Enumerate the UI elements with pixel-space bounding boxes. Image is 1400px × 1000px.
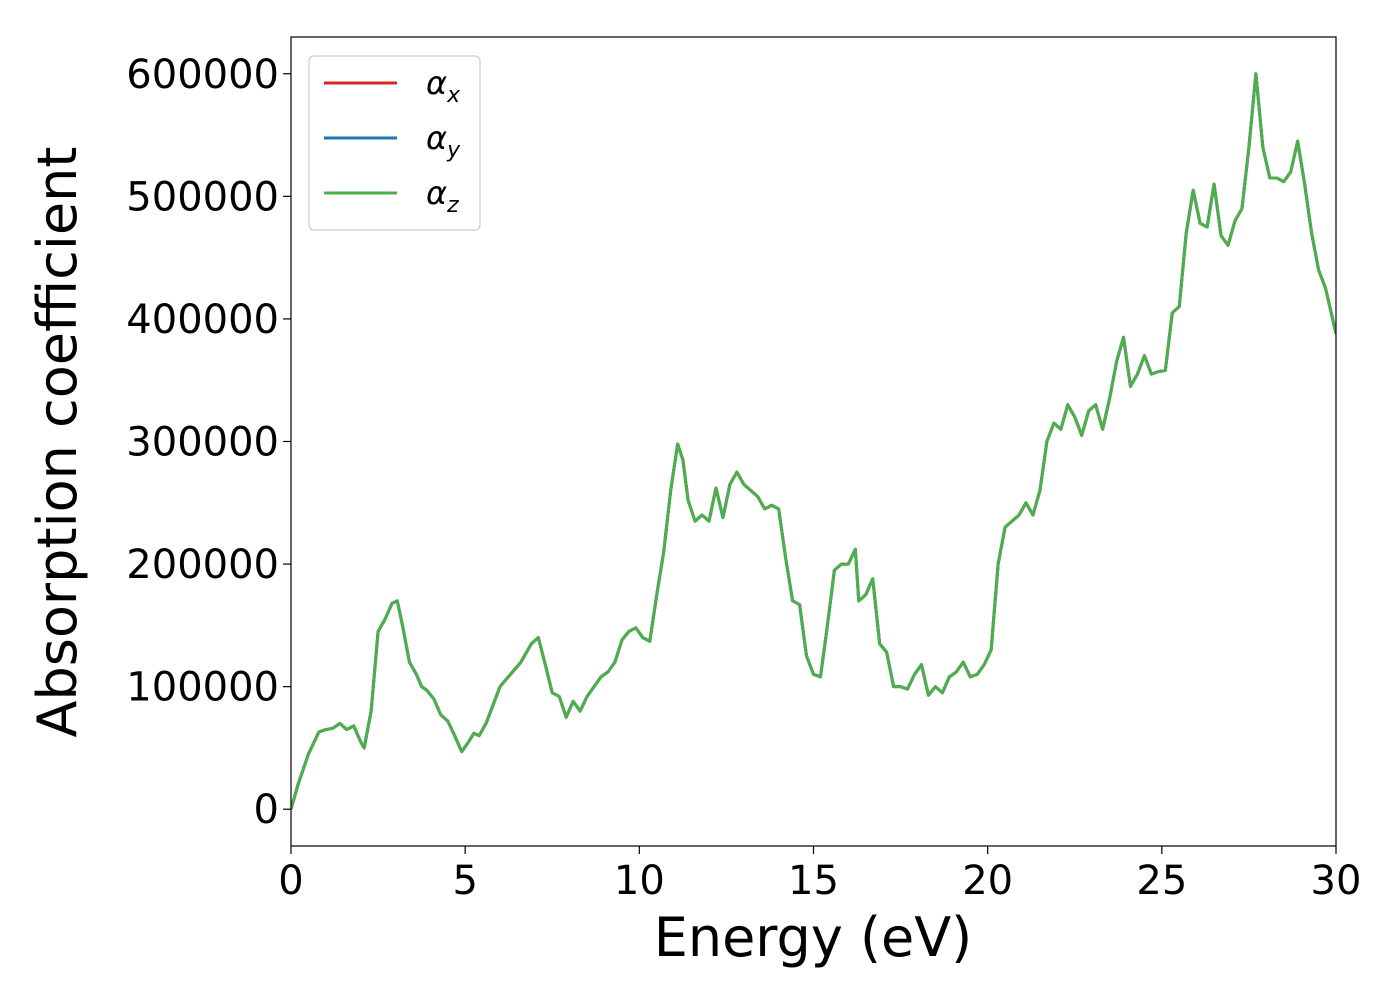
x-tick-label: 10 bbox=[614, 858, 665, 904]
x-axis-title: Energy (eV) bbox=[654, 906, 973, 969]
plot-area bbox=[291, 72, 1336, 810]
legend-box bbox=[308, 55, 481, 231]
x-tick-label: 15 bbox=[788, 858, 839, 904]
y-tick-label: 100000 bbox=[126, 665, 279, 711]
x-tick-label: 30 bbox=[1311, 858, 1362, 904]
y-tick-label: 600000 bbox=[126, 52, 279, 98]
y-tick-label: 0 bbox=[254, 787, 279, 833]
y-tick-label: 400000 bbox=[126, 297, 279, 343]
legend-label: αz bbox=[426, 174, 459, 218]
legend-label: αx bbox=[426, 64, 461, 108]
legend: αx αy αz bbox=[308, 55, 481, 231]
axes: 0 5 10 15 20 25 30 0 100000 200000 300000 400000 500… bbox=[126, 36, 1362, 904]
y-tick-label: 300000 bbox=[126, 420, 279, 466]
y-tick-label: 500000 bbox=[126, 174, 279, 220]
x-tick-label: 5 bbox=[452, 858, 477, 904]
y-tick-label: 200000 bbox=[126, 542, 279, 588]
x-tick-label: 25 bbox=[1136, 858, 1187, 904]
x-tick-label: 20 bbox=[962, 858, 1013, 904]
legend-label: αy bbox=[426, 119, 461, 163]
y-axis-title: Absorption coefficient bbox=[26, 147, 89, 738]
x-tick-label: 0 bbox=[278, 858, 303, 904]
series-line-z bbox=[291, 72, 1336, 810]
